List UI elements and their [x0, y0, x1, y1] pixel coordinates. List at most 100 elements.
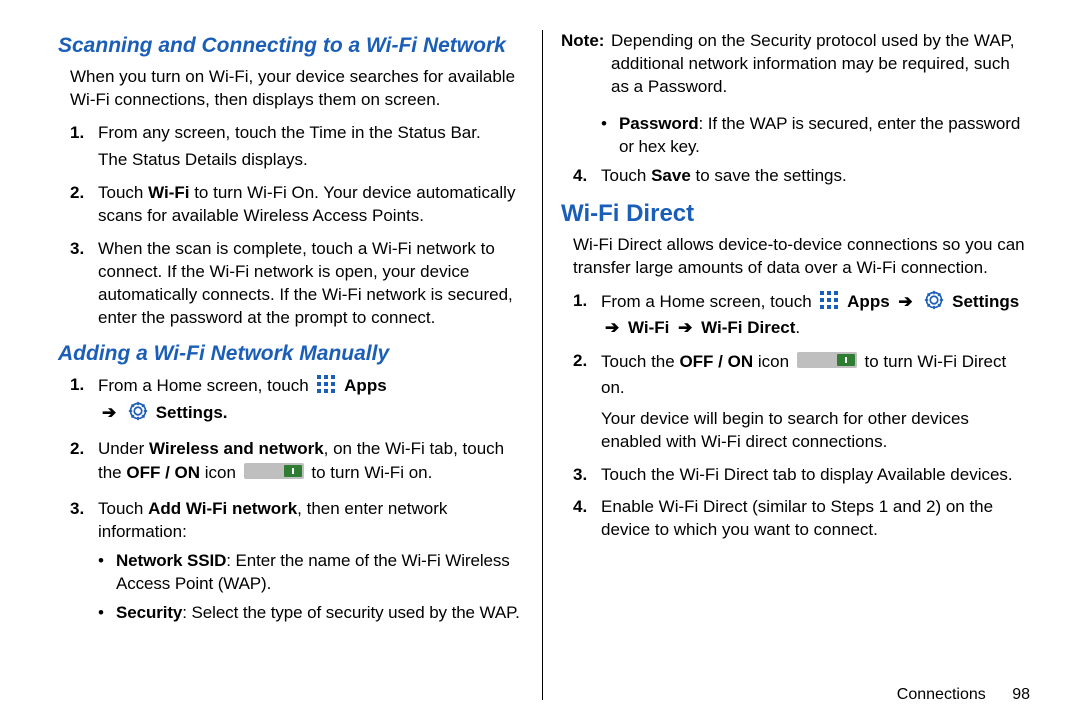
- scan-steps-list: 1. From any screen, touch the Time in th…: [70, 122, 524, 330]
- footer-section: Connections: [897, 686, 986, 703]
- bullet-dot: •: [601, 113, 619, 159]
- off-on-label: OFF / ON: [679, 352, 753, 371]
- wifi-direct-label: Wi-Fi Direct: [701, 318, 795, 337]
- toggle-on-icon: [797, 350, 857, 377]
- toggle-on-icon: [244, 461, 304, 488]
- text: icon: [753, 352, 794, 371]
- text: Under: [98, 439, 149, 458]
- step-body: From a Home screen, touch Apps: [98, 374, 524, 428]
- step-3: 3. When the scan is complete, touch a Wi…: [70, 238, 524, 330]
- step-body: Touch Save to save the settings.: [601, 165, 1027, 188]
- wifi-label: Wi-Fi: [148, 183, 189, 202]
- step-number: 4.: [573, 496, 601, 542]
- bullet-dot: •: [98, 550, 116, 596]
- heading-adding-manually: Adding a Wi-Fi Network Manually: [58, 340, 524, 368]
- text: From a Home screen, touch: [98, 376, 313, 395]
- intro-para: When you turn on Wi-Fi, your device sear…: [70, 66, 524, 112]
- bullet-body: Network SSID: Enter the name of the Wi-F…: [116, 550, 524, 596]
- password-bullet-list: • Password: If the WAP is secured, enter…: [601, 113, 1027, 159]
- bullet-body: Security: Select the type of security us…: [116, 602, 524, 625]
- heading-scanning: Scanning and Connecting to a Wi-Fi Netwo…: [58, 32, 524, 60]
- manual-step-3: 3. Touch Add Wi-Fi network, then enter n…: [70, 498, 524, 631]
- apps-grid-icon: [316, 374, 336, 401]
- text: From any screen, touch the Time in the S…: [98, 123, 481, 142]
- apps-label: Apps: [344, 376, 387, 395]
- text: Touch: [98, 499, 148, 518]
- step-2: 2. Touch Wi-Fi to turn Wi-Fi On. Your de…: [70, 182, 524, 228]
- step-number: 1.: [573, 290, 601, 340]
- bullet-security: • Security: Select the type of security …: [98, 602, 524, 625]
- apps-grid-icon: [819, 290, 839, 317]
- step-body: From any screen, touch the Time in the S…: [98, 122, 524, 172]
- step-number: 3.: [573, 464, 601, 487]
- right-column: Note: Depending on the Security protocol…: [542, 30, 1045, 700]
- wifi-label: Wi-Fi: [628, 318, 669, 337]
- step-body: Under Wireless and network, on the Wi-Fi…: [98, 438, 524, 488]
- text: From a Home screen, touch: [601, 292, 816, 311]
- manual-step-1: 1. From a Home screen, touch: [70, 374, 524, 428]
- direct-step-4: 4. Enable Wi-Fi Direct (similar to Steps…: [573, 496, 1027, 542]
- direct-step-1: 1. From a Home screen, touch Apps: [573, 290, 1027, 340]
- step-number: 1.: [70, 374, 98, 428]
- footer-page-number: 98: [1012, 686, 1030, 703]
- step-4: 4. Touch Save to save the settings.: [573, 165, 1027, 188]
- text: Your device will begin to search for oth…: [601, 408, 1027, 454]
- security-label: Security: [116, 603, 182, 622]
- note-label: Note:: [561, 30, 611, 99]
- settings-gear-icon: [128, 401, 148, 428]
- text: Touch the: [601, 352, 679, 371]
- off-on-label: OFF / ON: [126, 463, 200, 482]
- password-label: Password: [619, 114, 699, 133]
- bullet-body: Password: If the WAP is secured, enter t…: [619, 113, 1027, 159]
- step-body: From a Home screen, touch Apps ➔: [601, 290, 1027, 340]
- period: .: [795, 318, 800, 337]
- step-body: Touch Add Wi-Fi network, then enter netw…: [98, 498, 524, 631]
- bullet-ssid: • Network SSID: Enter the name of the Wi…: [98, 550, 524, 596]
- step-number: 2.: [70, 182, 98, 228]
- arrow-icon: ➔: [98, 403, 120, 422]
- page-root: Scanning and Connecting to a Wi-Fi Netwo…: [0, 0, 1080, 720]
- wifi-direct-intro: Wi-Fi Direct allows device-to-device con…: [573, 234, 1027, 280]
- step-number: 2.: [573, 350, 601, 454]
- step-number: 2.: [70, 438, 98, 488]
- save-step-list: 4. Touch Save to save the settings.: [573, 165, 1027, 188]
- note-block: Note: Depending on the Security protocol…: [561, 30, 1027, 99]
- network-info-bullets: • Network SSID: Enter the name of the Wi…: [98, 550, 524, 625]
- settings-label: Settings: [952, 292, 1019, 311]
- step-body: Touch the OFF / ON icon to turn Wi-Fi Di…: [601, 350, 1027, 454]
- text: to save the settings.: [691, 166, 847, 185]
- note-body: Depending on the Security protocol used …: [611, 30, 1027, 99]
- save-label: Save: [651, 166, 691, 185]
- apps-label: Apps: [847, 292, 890, 311]
- manual-steps-list: 1. From a Home screen, touch: [70, 374, 524, 630]
- text: to turn Wi-Fi on.: [311, 463, 432, 482]
- step-number: 3.: [70, 238, 98, 330]
- heading-wifi-direct: Wi-Fi Direct: [561, 198, 1027, 230]
- direct-step-3: 3. Touch the Wi-Fi Direct tab to display…: [573, 464, 1027, 487]
- step-body: Enable Wi-Fi Direct (similar to Steps 1 …: [601, 496, 1027, 542]
- wireless-network-label: Wireless and network: [149, 439, 324, 458]
- text: Touch: [98, 183, 148, 202]
- bullet-dot: •: [98, 602, 116, 625]
- left-column: Scanning and Connecting to a Wi-Fi Netwo…: [40, 30, 542, 700]
- text: The Status Details displays.: [98, 149, 524, 172]
- step-body: Touch Wi-Fi to turn Wi-Fi On. Your devic…: [98, 182, 524, 228]
- page-footer: Connections 98: [897, 686, 1030, 704]
- settings-label: Settings.: [156, 403, 228, 422]
- wifi-direct-steps: 1. From a Home screen, touch Apps: [573, 290, 1027, 542]
- text: icon: [200, 463, 241, 482]
- direct-step-2: 2. Touch the OFF / ON icon to turn Wi-Fi…: [573, 350, 1027, 454]
- ssid-label: Network SSID: [116, 551, 226, 570]
- step-number: 3.: [70, 498, 98, 631]
- arrow-icon: ➔: [894, 292, 916, 311]
- step-number: 1.: [70, 122, 98, 172]
- manual-step-2: 2. Under Wireless and network, on the Wi…: [70, 438, 524, 488]
- text: Touch: [601, 166, 651, 185]
- settings-gear-icon: [924, 290, 944, 317]
- step-number: 4.: [573, 165, 601, 188]
- bullet-password: • Password: If the WAP is secured, enter…: [601, 113, 1027, 159]
- text: : Select the type of security used by th…: [182, 603, 519, 622]
- add-wifi-label: Add Wi-Fi network: [148, 499, 297, 518]
- step-body: Touch the Wi-Fi Direct tab to display Av…: [601, 464, 1027, 487]
- step-1: 1. From any screen, touch the Time in th…: [70, 122, 524, 172]
